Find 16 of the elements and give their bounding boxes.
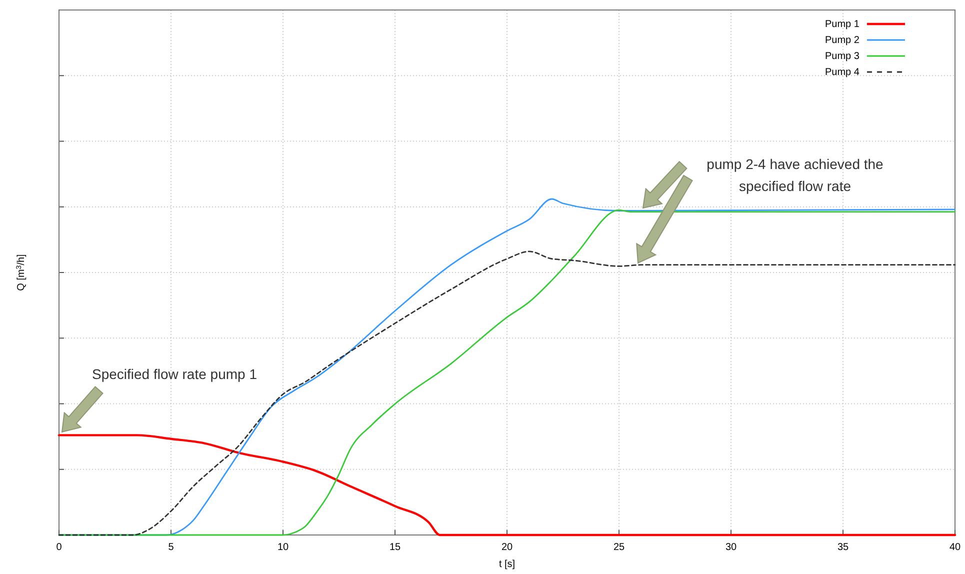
x-tick-label: 0 xyxy=(56,542,62,553)
x-tick-label: 20 xyxy=(501,542,513,553)
legend-label: Pump 4 xyxy=(825,67,860,78)
x-tick-label: 25 xyxy=(613,542,625,553)
x-tick-label: 10 xyxy=(277,542,289,553)
x-tick-label: 5 xyxy=(168,542,174,553)
x-tick-label: 30 xyxy=(725,542,737,553)
legend-label: Pump 2 xyxy=(825,35,860,46)
x-axis-title: t [s] xyxy=(498,559,516,570)
annotation: Specified flow rate pump 1 xyxy=(92,366,258,382)
legend-label: Pump 1 xyxy=(825,19,860,30)
legend-label: Pump 3 xyxy=(825,51,860,62)
x-tick-label: 35 xyxy=(837,542,849,553)
text: pump 2-4 have achieved the specified flow rate xyxy=(706,156,884,194)
x-tick-label: 15 xyxy=(389,542,401,553)
x-tick-label: 40 xyxy=(949,542,961,553)
